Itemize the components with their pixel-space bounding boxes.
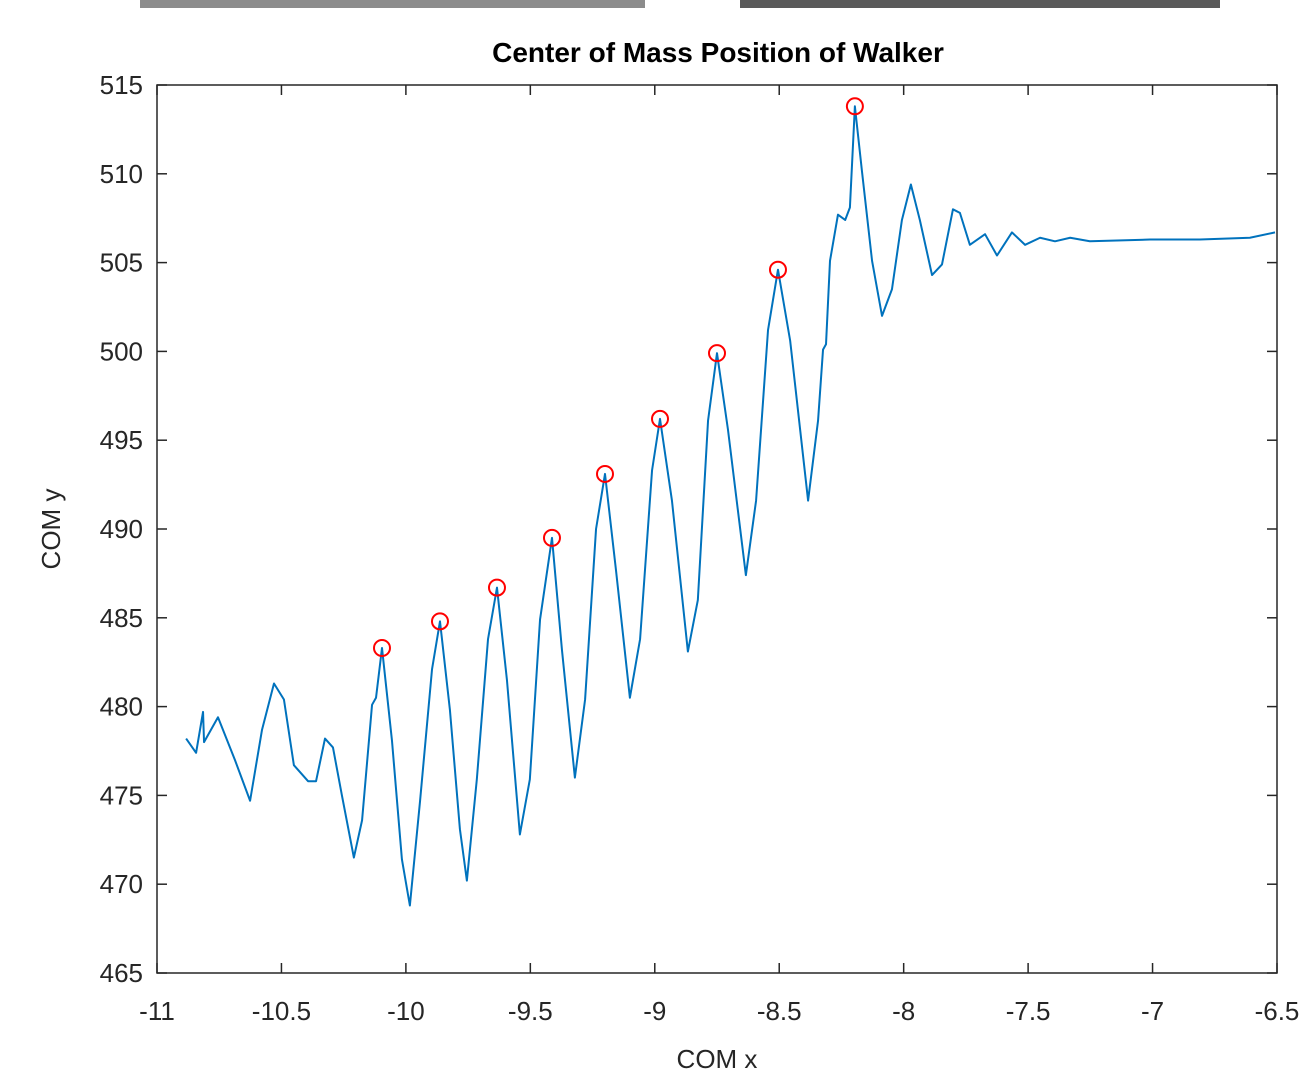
x-tick-label: -8 <box>892 996 915 1026</box>
image-fragment <box>140 0 645 8</box>
x-tick-label: -8.5 <box>757 996 802 1026</box>
y-tick-label: 505 <box>100 248 143 278</box>
axes-box <box>156 84 1278 974</box>
peak-marker <box>596 464 614 483</box>
x-tick-label: -7 <box>1141 996 1164 1026</box>
peak-marker <box>651 409 670 428</box>
x-tick-label: -9.5 <box>508 996 553 1026</box>
y-tick-label: 480 <box>100 692 143 722</box>
peak-marker <box>768 260 787 279</box>
y-tick-label: 490 <box>100 514 143 544</box>
x-tick-label: -10.5 <box>252 996 311 1026</box>
chart-title: Center of Mass Position of Walker <box>492 37 944 68</box>
y-tick-label: 485 <box>100 603 143 633</box>
y-tick-label: 470 <box>100 869 143 899</box>
y-tick-label: 475 <box>100 780 143 810</box>
y-tick-label: 510 <box>100 159 143 189</box>
x-tick-label: -9 <box>643 996 666 1026</box>
y-tick-label: 500 <box>100 336 143 366</box>
peak-marker <box>430 612 449 631</box>
peak-marker <box>487 578 506 597</box>
peak-marker <box>708 344 726 363</box>
peak-marker <box>372 638 391 657</box>
y-tick-label: 515 <box>100 70 143 100</box>
x-tick-label: -10 <box>387 996 425 1026</box>
x-tick-label: -11 <box>139 996 175 1026</box>
x-axis-label: COM x <box>677 1044 758 1073</box>
peak-marker <box>542 528 561 547</box>
series-line <box>185 105 1276 907</box>
peak-marker <box>845 97 864 116</box>
y-tick-label: 495 <box>100 425 143 455</box>
image-fragment <box>740 0 1220 8</box>
y-tick-label: 465 <box>100 958 143 988</box>
x-tick-label: -7.5 <box>1006 996 1051 1026</box>
x-tick-label: -6.5 <box>1255 996 1300 1026</box>
y-axis-label: COM y <box>36 489 66 570</box>
